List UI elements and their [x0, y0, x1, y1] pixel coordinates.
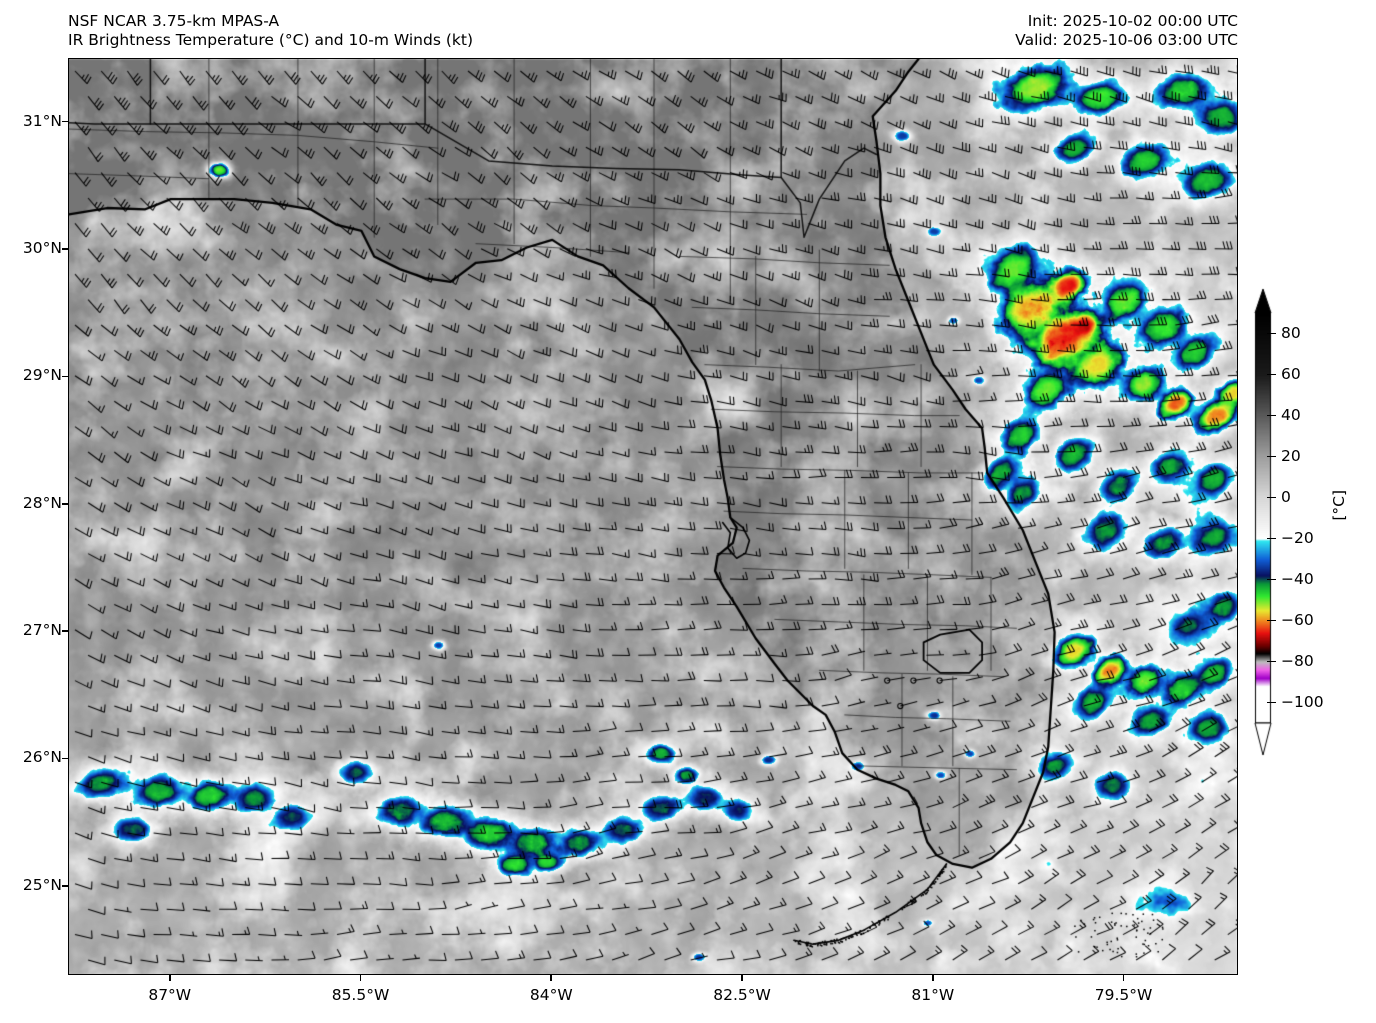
- latitude-tick-label-2: 27°N: [22, 621, 62, 640]
- longitude-tick-label-2: 84°W: [529, 986, 573, 1004]
- latitude-tick-mark-6: [62, 120, 68, 123]
- colorbar-tick-mark-7: [1267, 619, 1276, 622]
- longitude-tick-label-5: 79.5°W: [1094, 986, 1153, 1004]
- colorbar-tick-mark-5: [1267, 537, 1276, 540]
- longitude-tick-mark-4: [931, 975, 934, 981]
- colorbar-tick-mark-1: [1267, 373, 1276, 376]
- latitude-tick-label-1: 26°N: [22, 748, 62, 767]
- header-model-name: NSF NCAR 3.75-km MPAS-A: [68, 12, 280, 30]
- colorbar-gradient: [1246, 287, 1280, 757]
- latitude-tick-mark-2: [62, 630, 68, 632]
- longitude-tick-mark-2: [550, 975, 553, 981]
- longitude-tick-mark-0: [168, 975, 171, 981]
- latitude-tick-label-6: 31°N: [22, 111, 62, 130]
- colorbar-tick-mark-3: [1267, 455, 1276, 458]
- header-field-name: IR Brightness Temperature (°C) and 10-m …: [68, 31, 473, 49]
- latitude-tick-label-4: 29°N: [22, 366, 62, 385]
- latitude-tick-label-3: 28°N: [22, 493, 62, 512]
- map-plot-area: [68, 58, 1238, 975]
- latitude-tick-mark-4: [62, 375, 68, 378]
- colorbar-axis-label: [°C]: [1330, 490, 1348, 521]
- colorbar-tick-mark-6: [1267, 578, 1276, 581]
- colorbar-tick-label-2: 40: [1281, 405, 1301, 424]
- colorbar-tick-mark-0: [1267, 332, 1276, 335]
- latitude-tick-label-0: 25°N: [22, 875, 62, 894]
- colorbar-tick-mark-4: [1267, 496, 1276, 499]
- header-init-time: Init: 2025-10-02 00:00 UTC: [1027, 12, 1238, 30]
- longitude-tick-mark-1: [359, 975, 362, 981]
- latitude-tick-mark-3: [62, 502, 68, 505]
- colorbar-tick-label-6: −40: [1281, 569, 1314, 588]
- longitude-tick-mark-5: [1122, 975, 1125, 981]
- header-valid-time: Valid: 2025-10-06 03:00 UTC: [1015, 31, 1238, 49]
- colorbar-tick-label-0: 80: [1281, 323, 1301, 342]
- colorbar-tick-mark-8: [1267, 660, 1276, 663]
- latitude-tick-mark-0: [62, 885, 68, 887]
- longitude-tick-label-4: 81°W: [911, 986, 955, 1004]
- colorbar-tick-label-7: −60: [1281, 610, 1314, 629]
- header-model-info: NSF NCAR 3.75-km MPAS-A IR Brightness Tem…: [68, 12, 473, 50]
- longitude-tick-mark-3: [741, 975, 743, 981]
- latitude-tick-label-5: 30°N: [22, 239, 62, 258]
- latitude-tick-mark-5: [62, 248, 68, 250]
- longitude-tick-label-1: 85.5°W: [331, 986, 390, 1004]
- longitude-tick-label-0: 87°W: [148, 986, 192, 1004]
- longitude-tick-label-3: 82.5°W: [713, 986, 771, 1004]
- colorbar-tick-label-8: −80: [1281, 651, 1314, 670]
- colorbar-tick-label-9: −100: [1281, 692, 1324, 711]
- colorbar-tick-label-5: −20: [1281, 528, 1314, 547]
- colorbar-tick-mark-2: [1267, 414, 1276, 417]
- colorbar-tick-mark-9: [1267, 701, 1276, 704]
- colorbar-tick-label-3: 20: [1281, 446, 1301, 465]
- colorbar-tick-label-1: 60: [1281, 364, 1301, 383]
- colorbar: [1246, 287, 1280, 757]
- header-time-info: Init: 2025-10-02 00:00 UTC Valid: 2025-10…: [1015, 12, 1238, 50]
- colorbar-tick-label-4: 0: [1281, 487, 1291, 506]
- latitude-tick-mark-1: [62, 757, 68, 760]
- wind-barb-overlay: [69, 59, 1237, 974]
